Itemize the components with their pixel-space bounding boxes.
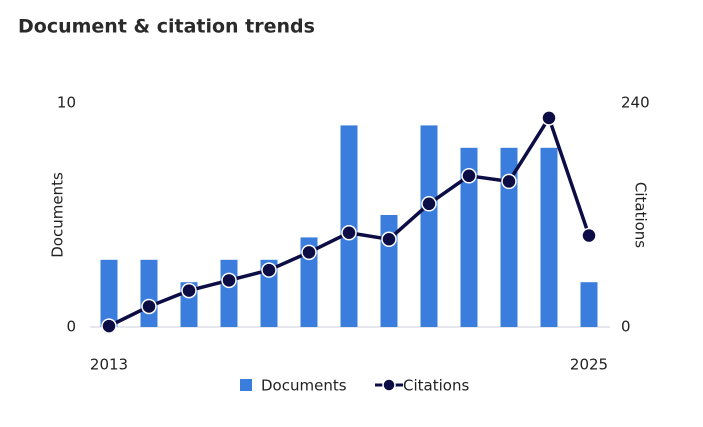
- y2-axis-label: Citations: [632, 182, 650, 248]
- citation-point: [181, 282, 197, 299]
- x-tick-label: 2025: [570, 356, 608, 374]
- bar: [500, 147, 518, 327]
- citation-point: [381, 231, 397, 248]
- bar: [220, 259, 238, 327]
- bar: [100, 259, 118, 327]
- citation-point: [101, 318, 117, 334]
- bar: [580, 282, 598, 327]
- bar: [260, 259, 278, 327]
- legend-label: Documents: [261, 377, 347, 395]
- citation-point: [501, 173, 517, 190]
- bar: [140, 259, 158, 327]
- citation-point: [581, 227, 597, 244]
- citation-point: [541, 110, 557, 126]
- citation-point: [261, 262, 277, 278]
- legend-dot: [382, 378, 396, 392]
- chart-title: Document & citation trends: [18, 16, 315, 38]
- y-tick-label: 0: [66, 318, 76, 336]
- y-tick-label: 10: [57, 94, 76, 112]
- bar: [300, 237, 318, 327]
- citation-point: [461, 168, 477, 184]
- y2-tick-label: 240: [621, 94, 650, 112]
- bar: [420, 125, 438, 328]
- citation-point: [221, 272, 237, 289]
- legend-label: Citations: [403, 377, 469, 395]
- legend-swatch: [240, 379, 252, 391]
- citation-point: [141, 298, 157, 315]
- bar: [540, 147, 558, 327]
- citation-point: [301, 244, 317, 261]
- x-tick-label: 2013: [90, 356, 128, 374]
- bar: [460, 147, 478, 327]
- y2-tick-label: 0: [621, 318, 631, 336]
- y-axis-label: Documents: [49, 172, 67, 258]
- citation-point: [421, 196, 437, 212]
- citation-point: [341, 224, 357, 241]
